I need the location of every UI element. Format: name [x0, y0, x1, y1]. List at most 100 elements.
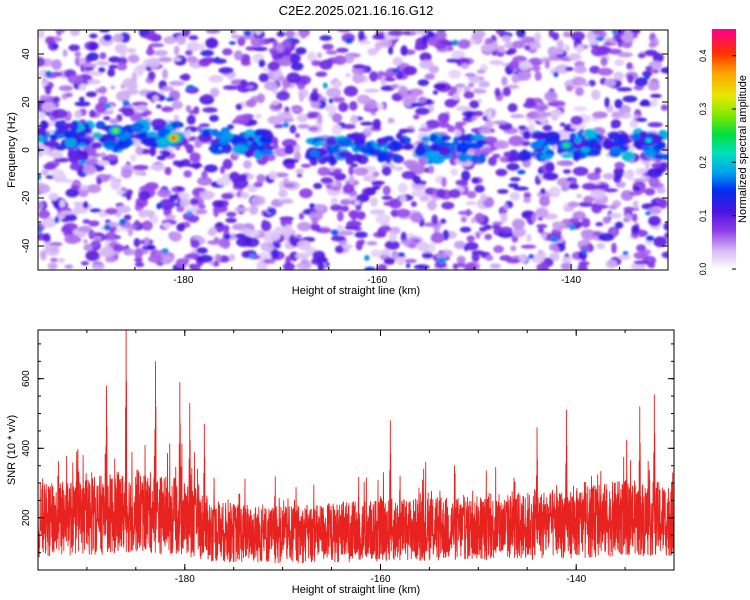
- heatmap-blob: [493, 245, 504, 254]
- heatmap-blob: [586, 172, 601, 181]
- heatmap-blob: [354, 231, 368, 239]
- heatmap-blob: [122, 100, 130, 106]
- heatmap-blob: [647, 262, 656, 269]
- heatmap-blob: [471, 251, 480, 263]
- heatmap-blob: [187, 210, 193, 217]
- heatmap-blob: [152, 95, 159, 102]
- heatmap-blob: [293, 151, 301, 161]
- heatmap-blob: [574, 60, 585, 68]
- heatmap-blob: [550, 236, 559, 243]
- colorbar-tick-label: 0.3: [698, 103, 708, 116]
- heatmap-blob: [209, 114, 219, 122]
- heatmap-blob: [636, 244, 646, 252]
- heatmap-blob: [604, 78, 616, 88]
- heatmap-blob: [67, 74, 84, 85]
- heatmap-blob: [495, 168, 508, 177]
- heatmap-blob: [348, 175, 355, 185]
- heatmap-blob: [218, 237, 231, 248]
- heatmap-blob: [123, 214, 132, 221]
- heatmap-blob: [331, 124, 343, 136]
- heatmap-blob: [51, 59, 62, 71]
- heatmap-blob: [437, 112, 450, 124]
- heatmap-blob: [64, 138, 77, 148]
- heatmap-blob: [103, 140, 118, 148]
- heatmap-blob: [268, 170, 278, 180]
- heatmap-blob: [171, 136, 176, 140]
- heatmap-blob: [518, 125, 527, 130]
- heatmap-blob: [640, 99, 650, 107]
- heatmap-blob: [311, 217, 319, 225]
- heatmap-blob: [369, 71, 379, 82]
- heatmap-blob: [425, 151, 439, 161]
- heatmap-blob: [518, 253, 528, 264]
- heatmap-blob: [338, 137, 354, 148]
- heatmap-blob: [161, 106, 174, 113]
- heatmap-blob: [363, 174, 377, 182]
- heatmap-blob: [367, 47, 379, 56]
- heatmap-blob: [275, 42, 285, 54]
- heatmap-blob: [455, 179, 468, 186]
- heatmap-blob: [134, 262, 145, 268]
- heatmap-blob: [243, 160, 252, 169]
- snr-frame: [37, 329, 675, 571]
- heatmap-blob: [211, 149, 225, 155]
- heatmap-blob: [110, 85, 116, 90]
- heatmap-blob: [319, 59, 333, 70]
- heatmap-blob: [103, 34, 112, 42]
- heatmap-blob: [214, 253, 222, 262]
- heatmap-blob: [501, 35, 512, 43]
- heatmap-blob: [530, 254, 545, 264]
- heatmap-blob: [278, 189, 288, 198]
- heatmap-blob: [405, 263, 411, 269]
- heatmap-blob: [512, 40, 526, 49]
- heatmap-blob: [296, 173, 303, 178]
- heatmap-blob: [156, 155, 167, 161]
- heatmap-blob: [40, 169, 49, 176]
- heatmap-blob: [130, 122, 143, 133]
- heatmap-blob: [395, 71, 404, 80]
- heatmap-blob: [83, 243, 94, 251]
- snr-panel: -180 -160 -140 200 400 600 Height of straigh…: [6, 329, 675, 596]
- heatmap-blob: [447, 125, 456, 133]
- heatmap-blob: [96, 159, 110, 166]
- heatmap-blob: [78, 225, 92, 233]
- heatmap-blob: [381, 248, 391, 256]
- heatmap-blob: [267, 61, 280, 72]
- heatmap-blob: [351, 153, 362, 162]
- heatmap-blob: [629, 190, 642, 196]
- heatmap-blob: [548, 30, 555, 38]
- heatmap-blob: [117, 56, 128, 65]
- heatmap-blob: [88, 220, 100, 227]
- heatmap-blob: [348, 165, 354, 176]
- heatmap-blob: [222, 48, 233, 56]
- heatmap-blob: [273, 124, 284, 129]
- heatmap-blob: [171, 100, 183, 110]
- heatmap-blob: [539, 154, 553, 161]
- heatmap-blob: [44, 84, 52, 95]
- x-tick-label: -180: [173, 275, 193, 286]
- heatmap-blob: [82, 165, 97, 175]
- heatmap-blob: [256, 260, 268, 270]
- heatmap-blob: [470, 217, 476, 224]
- heatmap-blob: [324, 104, 337, 113]
- heatmap-blob: [457, 210, 473, 216]
- heatmap-blob: [162, 68, 168, 80]
- heatmap-blob: [236, 237, 252, 247]
- heatmap-blob: [351, 163, 358, 168]
- heatmap-blob: [417, 79, 429, 86]
- heatmap-blob: [441, 201, 455, 210]
- heatmap-blob: [291, 106, 304, 113]
- heatmap-blob: [498, 226, 513, 234]
- heatmap-blob: [419, 52, 432, 63]
- heatmap-blob: [523, 197, 531, 204]
- heatmap-blob: [162, 222, 172, 229]
- heatmap-blob: [72, 132, 86, 138]
- heatmap-blob: [309, 211, 323, 221]
- heatmap-blob: [522, 131, 531, 140]
- heatmap-blob: [107, 68, 116, 77]
- heatmap-blob: [267, 115, 284, 125]
- heatmap-blob: [161, 86, 174, 92]
- y-tick-label: 0: [21, 147, 32, 153]
- heatmap-blob: [653, 236, 668, 248]
- heatmap-blob: [83, 239, 89, 244]
